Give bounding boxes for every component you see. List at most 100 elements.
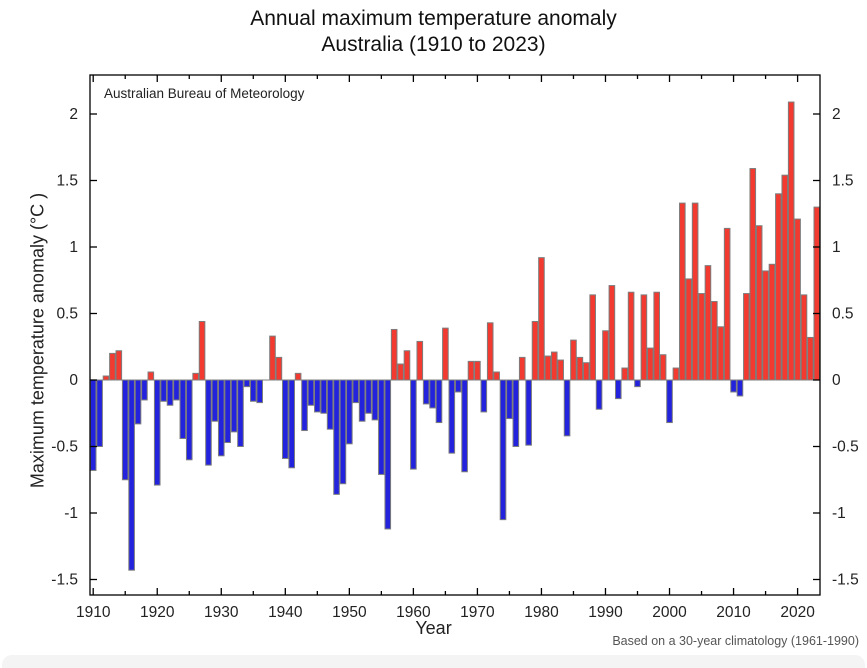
bar-1913: [109, 352, 116, 381]
bar-1931: [224, 379, 231, 444]
bar-2003: [685, 278, 693, 381]
bar-1980: [538, 257, 545, 381]
bar-1988: [589, 294, 596, 381]
bar-1979: [531, 320, 539, 381]
bar-1940: [282, 379, 289, 459]
bar-1947: [326, 379, 334, 430]
x-tick-label: 2000: [652, 604, 687, 621]
bar-1943: [301, 379, 308, 432]
bar-1964: [435, 379, 443, 424]
bar-2017: [775, 193, 782, 381]
bar-2018: [781, 174, 789, 381]
x-tick-label: 1940: [268, 604, 303, 621]
bar-1950: [346, 379, 353, 445]
bar-2013: [749, 168, 757, 381]
y-tick-label-right: 0: [832, 372, 841, 389]
bar-1983: [557, 359, 564, 381]
x-tick-label: 1950: [332, 604, 367, 621]
bar-1973: [493, 371, 500, 381]
bar-1987: [582, 362, 590, 381]
bar-1992: [614, 379, 622, 400]
bar-2022: [807, 336, 814, 381]
bar-1911: [96, 379, 103, 447]
x-tick-label: 1910: [76, 604, 111, 621]
bar-1955: [378, 379, 385, 475]
y-tick-label-left: -0.5: [51, 439, 78, 456]
x-tick-label: 1990: [588, 604, 623, 621]
bar-1978: [525, 379, 532, 446]
bar-2011: [736, 379, 744, 397]
y-tick-label-right: 2: [832, 106, 841, 123]
bar-1996: [640, 294, 648, 381]
source-annotation: Australian Bureau of Meteorology: [104, 86, 305, 101]
bar-2020: [794, 218, 801, 381]
bar-1969: [467, 360, 475, 381]
bar-1932: [230, 379, 238, 433]
bar-1927: [198, 320, 206, 381]
bar-1975: [506, 379, 513, 420]
bar-1954: [371, 379, 379, 421]
bar-2010: [730, 379, 737, 393]
bar-1995: [634, 379, 641, 388]
y-tick-label-left: 0.5: [56, 306, 78, 323]
bar-2005: [698, 293, 705, 381]
bar-1957: [390, 328, 398, 381]
bar-1956: [384, 379, 392, 530]
bar-1959: [403, 350, 411, 381]
bar-2023: [813, 206, 821, 381]
bar-1912: [102, 375, 110, 381]
bar-1929: [211, 379, 219, 422]
bar-1926: [192, 372, 199, 381]
bar-2002: [679, 202, 686, 381]
bar-1982: [550, 351, 558, 381]
bar-2004: [691, 202, 699, 381]
bar-1944: [307, 379, 315, 406]
bar-1998: [653, 291, 661, 381]
bar-1989: [595, 379, 603, 410]
bar-1938: [269, 335, 276, 381]
bar-1921: [160, 379, 167, 402]
bar-1939: [275, 356, 283, 381]
bar-1914: [115, 350, 123, 381]
bar-1948: [333, 379, 340, 495]
bar-1963: [429, 379, 436, 409]
bar-1965: [442, 327, 449, 381]
bar-1970: [474, 360, 481, 381]
bar-1994: [627, 291, 635, 381]
bar-1960: [410, 379, 417, 470]
bar-1941: [288, 379, 296, 469]
bar-1990: [602, 330, 609, 381]
y-tick-label-right: -1.5: [832, 572, 859, 589]
x-tick-label: 2010: [716, 604, 751, 621]
bar-1917: [134, 379, 142, 425]
bar-1916: [128, 379, 135, 571]
bar-1999: [659, 354, 667, 381]
bar-1971: [480, 379, 488, 413]
bar-1915: [121, 379, 129, 481]
bar-1933: [237, 379, 244, 447]
bar-1984: [563, 379, 571, 437]
bar-1928: [205, 379, 212, 466]
bar-1949: [339, 379, 347, 485]
y-tick-label-left: 1: [69, 239, 78, 256]
bar-1930: [217, 379, 225, 457]
x-tick-label: 1920: [140, 604, 175, 621]
bar-1951: [352, 379, 360, 404]
bar-1919: [147, 371, 155, 381]
bar-2021: [800, 294, 808, 381]
y-tick-label-left: -1.5: [51, 572, 78, 589]
bar-1961: [416, 340, 424, 381]
y-tick-label-left: 0: [69, 372, 78, 389]
bar-2007: [711, 301, 718, 381]
bar-1958: [397, 363, 404, 381]
x-tick-label: 1930: [204, 604, 239, 621]
bar-1968: [461, 379, 468, 473]
bar-2008: [717, 326, 725, 381]
bar-1924: [179, 379, 187, 440]
bar-1967: [454, 379, 462, 393]
bar-1966: [448, 379, 456, 454]
x-axis-label: Year: [415, 618, 452, 638]
bar-1962: [422, 379, 430, 405]
